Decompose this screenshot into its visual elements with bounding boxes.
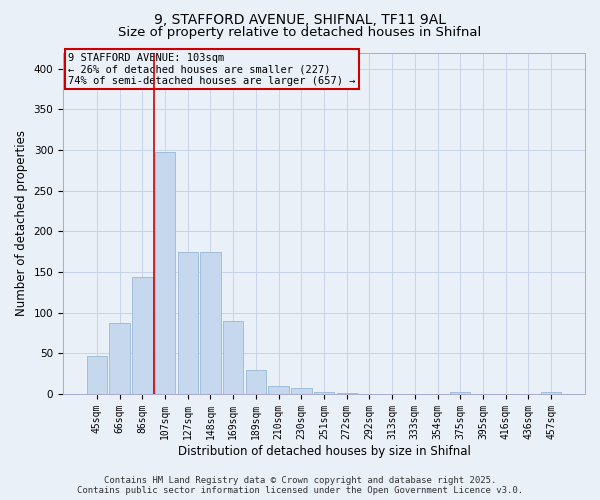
Bar <box>450 392 470 394</box>
Bar <box>291 388 311 394</box>
X-axis label: Distribution of detached houses by size in Shifnal: Distribution of detached houses by size … <box>178 444 470 458</box>
Bar <box>87 356 107 394</box>
Bar <box>245 370 266 394</box>
Bar <box>314 392 334 394</box>
Bar <box>223 321 244 394</box>
Text: 9 STAFFORD AVENUE: 103sqm
← 26% of detached houses are smaller (227)
74% of semi: 9 STAFFORD AVENUE: 103sqm ← 26% of detac… <box>68 52 356 86</box>
Bar <box>155 152 175 394</box>
Bar <box>109 323 130 394</box>
Bar <box>178 252 198 394</box>
Bar <box>541 392 561 394</box>
Y-axis label: Number of detached properties: Number of detached properties <box>15 130 28 316</box>
Bar <box>337 393 357 394</box>
Text: Contains HM Land Registry data © Crown copyright and database right 2025.
Contai: Contains HM Land Registry data © Crown c… <box>77 476 523 495</box>
Bar <box>268 386 289 394</box>
Bar <box>132 277 152 394</box>
Bar <box>200 252 221 394</box>
Text: Size of property relative to detached houses in Shifnal: Size of property relative to detached ho… <box>118 26 482 39</box>
Text: 9, STAFFORD AVENUE, SHIFNAL, TF11 9AL: 9, STAFFORD AVENUE, SHIFNAL, TF11 9AL <box>154 12 446 26</box>
